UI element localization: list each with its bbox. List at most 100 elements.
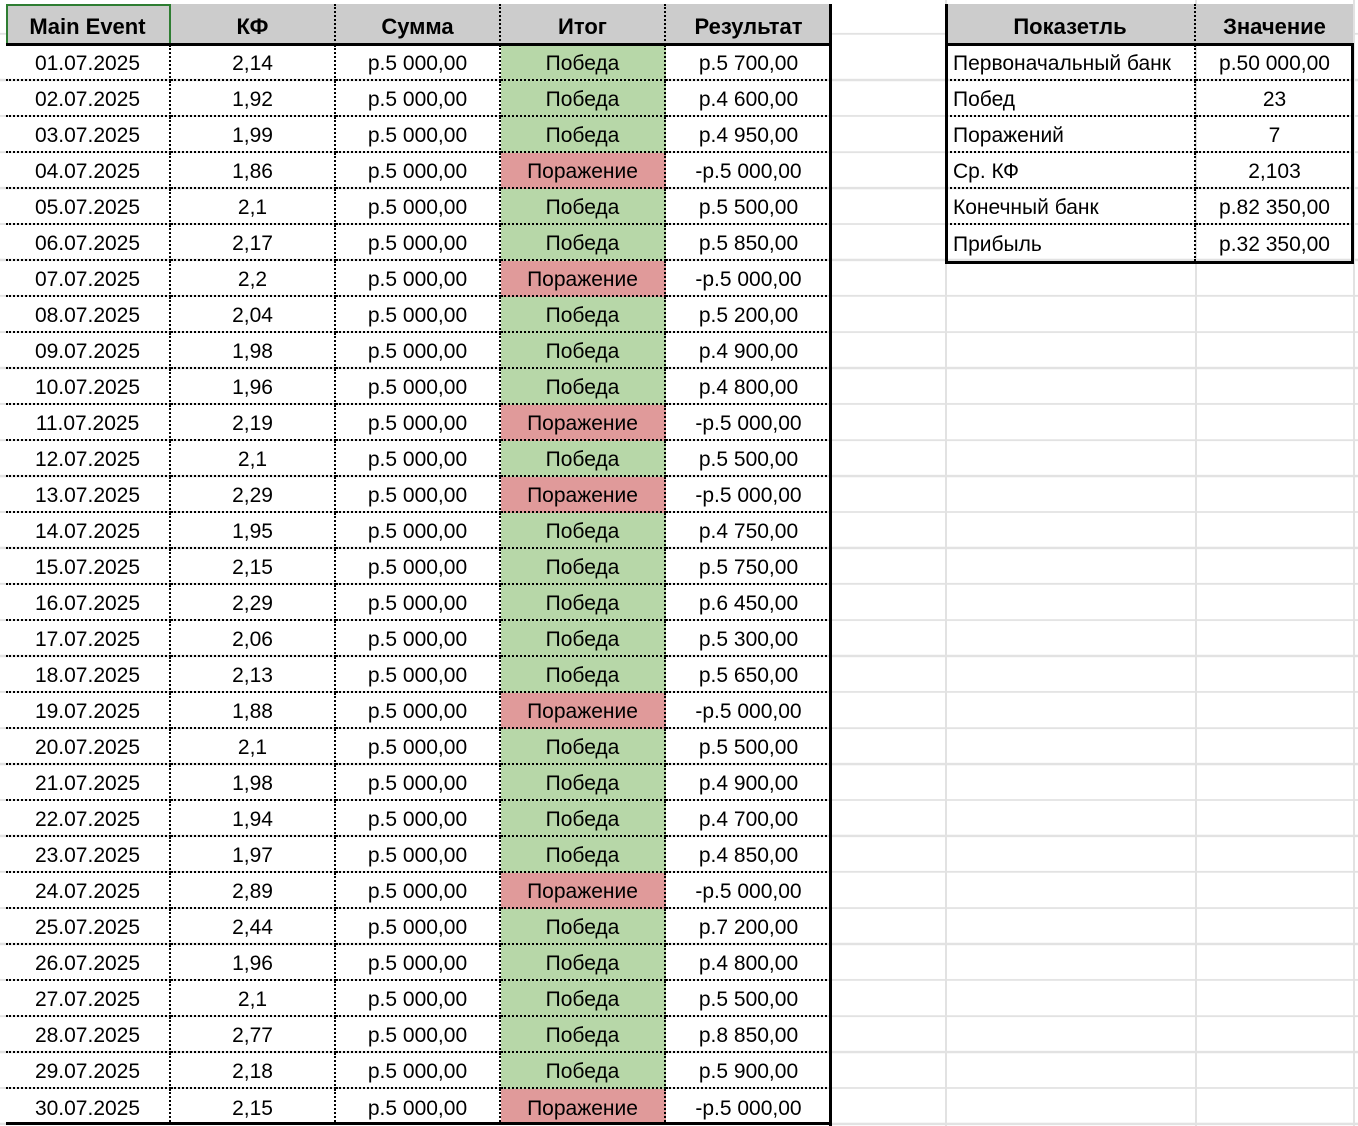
date-cell[interactable]: 09.07.2025 bbox=[6, 333, 171, 369]
outcome-cell[interactable]: Победа bbox=[501, 333, 666, 369]
outcome-cell[interactable]: Поражение bbox=[501, 477, 666, 513]
outcome-cell[interactable]: Победа bbox=[501, 837, 666, 873]
indicator-label[interactable]: Прибыль bbox=[946, 225, 1196, 261]
sum-cell[interactable]: р.5 000,00 bbox=[336, 297, 501, 333]
sum-cell[interactable]: р.5 000,00 bbox=[336, 657, 501, 693]
kf-cell[interactable]: 2,13 bbox=[171, 657, 336, 693]
outcome-cell[interactable]: Победа bbox=[501, 297, 666, 333]
sum-cell[interactable]: р.5 000,00 bbox=[336, 981, 501, 1017]
kf-cell[interactable]: 1,98 bbox=[171, 765, 336, 801]
date-cell[interactable]: 20.07.2025 bbox=[6, 729, 171, 765]
sum-cell[interactable]: р.5 000,00 bbox=[336, 333, 501, 369]
outcome-cell[interactable]: Победа bbox=[501, 657, 666, 693]
kf-cell[interactable]: 1,98 bbox=[171, 333, 336, 369]
result-cell[interactable]: р.7 200,00 bbox=[666, 909, 831, 945]
header-indicator[interactable]: Показетль bbox=[946, 4, 1196, 45]
date-cell[interactable]: 18.07.2025 bbox=[6, 657, 171, 693]
result-cell[interactable]: р.4 700,00 bbox=[666, 801, 831, 837]
outcome-cell[interactable]: Победа bbox=[501, 621, 666, 657]
kf-cell[interactable]: 1,96 bbox=[171, 369, 336, 405]
result-cell[interactable]: -р.5 000,00 bbox=[666, 693, 831, 729]
sum-cell[interactable]: р.5 000,00 bbox=[336, 1017, 501, 1053]
outcome-cell[interactable]: Победа bbox=[501, 945, 666, 981]
kf-cell[interactable]: 2,1 bbox=[171, 729, 336, 765]
result-cell[interactable]: р.5 650,00 bbox=[666, 657, 831, 693]
result-cell[interactable]: р.8 850,00 bbox=[666, 1017, 831, 1053]
result-cell[interactable]: р.4 600,00 bbox=[666, 81, 831, 117]
outcome-cell[interactable]: Победа bbox=[501, 909, 666, 945]
outcome-cell[interactable]: Поражение bbox=[501, 873, 666, 909]
sum-cell[interactable]: р.5 000,00 bbox=[336, 873, 501, 909]
date-cell[interactable]: 26.07.2025 bbox=[6, 945, 171, 981]
outcome-cell[interactable]: Поражение bbox=[501, 153, 666, 189]
outcome-cell[interactable]: Поражение bbox=[501, 261, 666, 297]
kf-cell[interactable]: 2,14 bbox=[171, 45, 336, 81]
outcome-cell[interactable]: Победа bbox=[501, 45, 666, 81]
result-cell[interactable]: -р.5 000,00 bbox=[666, 261, 831, 297]
date-cell[interactable]: 08.07.2025 bbox=[6, 297, 171, 333]
sum-cell[interactable]: р.5 000,00 bbox=[336, 585, 501, 621]
header-result[interactable]: Результат bbox=[666, 4, 831, 45]
result-cell[interactable]: -р.5 000,00 bbox=[666, 153, 831, 189]
result-cell[interactable]: -р.5 000,00 bbox=[666, 477, 831, 513]
result-cell[interactable]: р.5 900,00 bbox=[666, 1053, 831, 1089]
sum-cell[interactable]: р.5 000,00 bbox=[336, 909, 501, 945]
sum-cell[interactable]: р.5 000,00 bbox=[336, 693, 501, 729]
sum-cell[interactable]: р.5 000,00 bbox=[336, 261, 501, 297]
date-cell[interactable]: 02.07.2025 bbox=[6, 81, 171, 117]
date-cell[interactable]: 07.07.2025 bbox=[6, 261, 171, 297]
sum-cell[interactable]: р.5 000,00 bbox=[336, 225, 501, 261]
sum-cell[interactable]: р.5 000,00 bbox=[336, 621, 501, 657]
date-cell[interactable]: 15.07.2025 bbox=[6, 549, 171, 585]
indicator-label[interactable]: Ср. КФ bbox=[946, 153, 1196, 189]
header-kf[interactable]: КФ bbox=[171, 4, 336, 45]
indicator-value[interactable]: р.32 350,00 bbox=[1219, 233, 1330, 256]
indicator-label[interactable]: Первоначальный банк bbox=[946, 45, 1196, 81]
date-cell[interactable]: 23.07.2025 bbox=[6, 837, 171, 873]
result-cell[interactable]: р.4 900,00 bbox=[666, 765, 831, 801]
kf-cell[interactable]: 1,99 bbox=[171, 117, 336, 153]
date-cell[interactable]: 16.07.2025 bbox=[6, 585, 171, 621]
result-cell[interactable]: р.5 850,00 bbox=[666, 225, 831, 261]
result-cell[interactable]: -р.5 000,00 bbox=[666, 873, 831, 909]
result-cell[interactable]: р.5 700,00 bbox=[666, 45, 831, 81]
kf-cell[interactable]: 2,44 bbox=[171, 909, 336, 945]
date-cell[interactable]: 21.07.2025 bbox=[6, 765, 171, 801]
header-sum[interactable]: Сумма bbox=[336, 4, 501, 45]
kf-cell[interactable]: 2,04 bbox=[171, 297, 336, 333]
sum-cell[interactable]: р.5 000,00 bbox=[336, 945, 501, 981]
result-cell[interactable]: р.5 500,00 bbox=[666, 189, 831, 225]
sum-cell[interactable]: р.5 000,00 bbox=[336, 729, 501, 765]
sum-cell[interactable]: р.5 000,00 bbox=[336, 189, 501, 225]
date-cell[interactable]: 13.07.2025 bbox=[6, 477, 171, 513]
outcome-cell[interactable]: Победа bbox=[501, 585, 666, 621]
kf-cell[interactable]: 2,1 bbox=[171, 441, 336, 477]
sum-cell[interactable]: р.5 000,00 bbox=[336, 45, 501, 81]
indicator-label[interactable]: Побед bbox=[946, 81, 1196, 117]
indicator-value[interactable]: 7 bbox=[1196, 117, 1353, 153]
outcome-cell[interactable]: Победа bbox=[501, 549, 666, 585]
header-value[interactable]: Значение bbox=[1196, 4, 1353, 45]
outcome-cell[interactable]: Победа bbox=[501, 369, 666, 405]
kf-cell[interactable]: 1,86 bbox=[171, 153, 336, 189]
kf-cell[interactable]: 1,95 bbox=[171, 513, 336, 549]
outcome-cell[interactable]: Поражение bbox=[501, 693, 666, 729]
indicator-label[interactable]: Конечный банк bbox=[946, 189, 1196, 225]
header-main-event[interactable]: Main Event bbox=[6, 4, 171, 45]
date-cell[interactable]: 25.07.2025 bbox=[6, 909, 171, 945]
sum-cell[interactable]: р.5 000,00 bbox=[336, 549, 501, 585]
date-cell[interactable]: 28.07.2025 bbox=[6, 1017, 171, 1053]
outcome-cell[interactable]: Победа bbox=[501, 801, 666, 837]
date-cell[interactable]: 24.07.2025 bbox=[6, 873, 171, 909]
sum-cell[interactable]: р.5 000,00 bbox=[336, 1089, 501, 1125]
outcome-cell[interactable]: Победа bbox=[501, 1017, 666, 1053]
kf-cell[interactable]: 2,1 bbox=[171, 981, 336, 1017]
kf-cell[interactable]: 2,17 bbox=[171, 225, 336, 261]
result-cell[interactable]: р.4 900,00 bbox=[666, 333, 831, 369]
date-cell[interactable]: 04.07.2025 bbox=[6, 153, 171, 189]
kf-cell[interactable]: 1,92 bbox=[171, 81, 336, 117]
sum-cell[interactable]: р.5 000,00 bbox=[336, 837, 501, 873]
result-cell[interactable]: -р.5 000,00 bbox=[695, 1097, 802, 1120]
kf-cell[interactable]: 2,15 bbox=[171, 549, 336, 585]
sum-cell[interactable]: р.5 000,00 bbox=[336, 81, 501, 117]
